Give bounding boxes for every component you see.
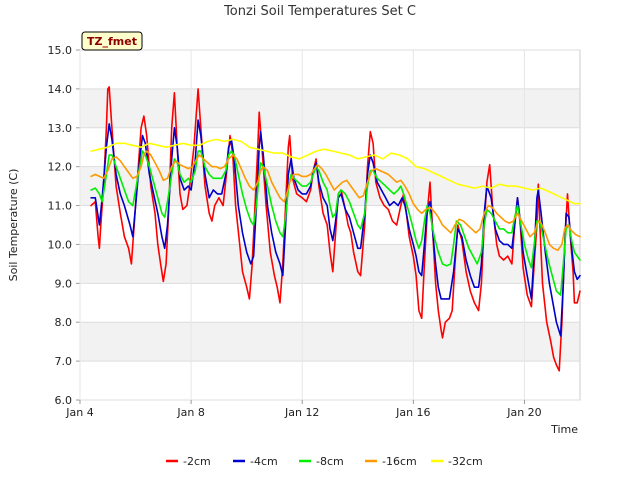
x-tick-label: Jan 12 (284, 406, 319, 419)
y-axis-ticks: 6.0 7.0 8.0 9.0 10.0 11.0 12.0 13.0 14.0 15.0 (48, 44, 580, 407)
x-tick-label: Jan 4 (65, 406, 93, 419)
series-line-16cm (90, 150, 581, 252)
y-tick-label: 13.0 (48, 122, 73, 135)
plot-band (80, 127, 580, 167)
station-badge: TZ_fmet (81, 31, 143, 51)
legend: -2cm -4cm -8cm -16cm -32cm (166, 455, 483, 468)
plot-band (80, 88, 580, 128)
badge-label: TZ_fmet (87, 35, 137, 48)
y-tick-label: 9.0 (55, 277, 73, 290)
y-tick-label: 8.0 (55, 316, 73, 329)
plot-band (80, 50, 580, 89)
plot-band (80, 361, 580, 400)
y-tick-label: 14.0 (48, 83, 73, 96)
y-tick-label: 7.0 (55, 355, 73, 368)
x-axis-ticks: Jan 4 Jan 8 Jan 12 Jan 16 Jan 20 (65, 50, 542, 419)
y-tick-label: 12.0 (48, 161, 73, 174)
y-tick-label: 15.0 (48, 44, 73, 57)
x-axis-label: Time (550, 423, 578, 436)
chart-title: Tonzi Soil Temperatures Set C (223, 4, 416, 19)
legend-label: -8cm (316, 455, 344, 468)
y-tick-label: 10.0 (48, 238, 73, 251)
legend-label: -16cm (382, 455, 417, 468)
badge-box (81, 31, 143, 51)
series-line-32cm (90, 138, 581, 205)
x-tick-label: Jan 8 (176, 406, 204, 419)
series-lines (90, 86, 581, 372)
series-line-8cm (90, 150, 581, 296)
y-tick-label: 6.0 (55, 394, 73, 407)
legend-label: -2cm (183, 455, 211, 468)
x-tick-label: Jan 20 (506, 406, 541, 419)
x-tick-label: Jan 16 (395, 406, 430, 419)
y-tick-label: 11.0 (48, 200, 73, 213)
legend-label: -4cm (250, 455, 278, 468)
series-line-4cm (90, 119, 581, 337)
plot-band (80, 322, 580, 362)
legend-label: -32cm (448, 455, 483, 468)
plot-band (80, 283, 580, 323)
y-axis-label: Soil Temperature (C) (7, 169, 20, 282)
